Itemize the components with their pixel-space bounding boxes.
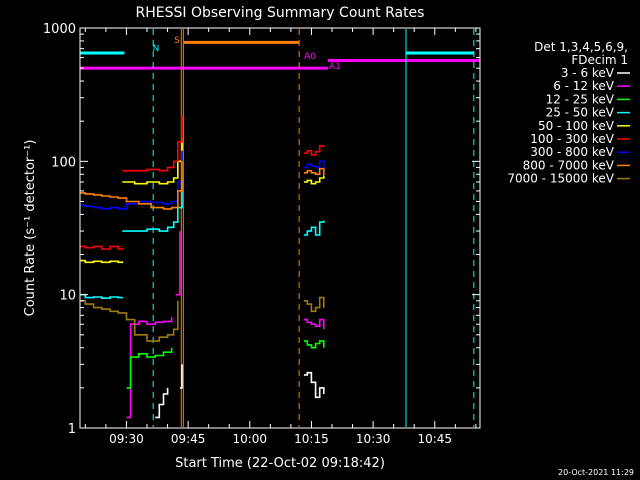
x-axis-label: Start Time (22-Oct-02 09:18:42): [175, 456, 385, 471]
legend-label: 300 - 800 keV: [530, 145, 614, 159]
y-tick-label: 1000: [43, 22, 76, 37]
state-label-s: S: [174, 36, 180, 46]
legend-label: 7000 - 15000 keV: [507, 172, 614, 186]
legend-label: 100 - 300 keV: [530, 132, 614, 146]
x-tick-label: 10:00: [232, 432, 267, 446]
series-6-12-kev: [303, 318, 325, 330]
legend-label: 800 - 7000 keV: [523, 158, 615, 172]
axes: 09:30 09:45 10:00 10:15 10:30 10:45 1 10 100 1000: [43, 22, 480, 446]
legend-label: 12 - 25 keV: [546, 92, 615, 106]
series-50-100-kev: [122, 137, 183, 185]
series-7000-15000-kev: [80, 300, 179, 342]
series-800-7000-kev: [80, 161, 183, 210]
state-label-a0: A0: [304, 52, 316, 62]
chart-title: RHESSI Observing Summary Count Rates: [136, 5, 425, 21]
x-tick-label: 09:45: [171, 432, 206, 446]
series-25-50-kev: [122, 174, 183, 232]
plot-frame: [79, 27, 481, 429]
series-6-12-kev: [126, 317, 173, 419]
x-tick-label: 10:15: [294, 432, 329, 446]
x-tick-label: 10:30: [356, 432, 391, 446]
legend-label: 3 - 6 keV: [561, 66, 615, 80]
state-label-n: N: [153, 44, 160, 54]
series-100-300-kev: [122, 115, 183, 172]
data-series: [80, 115, 325, 419]
series-50-100-kev: [303, 175, 325, 185]
series-300-800-kev: [303, 160, 325, 169]
timestamp-label: 20-Oct-2021 11:29: [558, 468, 634, 477]
series-7000-15000-kev: [303, 296, 325, 313]
legend-label: 50 - 100 keV: [538, 119, 615, 133]
series-25-50-kev: [303, 220, 325, 236]
time-markers: [79, 29, 475, 427]
series-6-12-kev: [175, 231, 181, 296]
series-12-25-kev: [303, 340, 325, 349]
legend-header: FDecim 1: [571, 53, 628, 67]
state-bars: N S A0 A1: [80, 36, 480, 72]
series-12-25-kev: [126, 347, 173, 389]
series-800-7000-kev: [303, 167, 325, 176]
series-100-300-kev: [80, 245, 124, 250]
legend-label: 6 - 12 keV: [553, 79, 615, 93]
series-3-6-kev: [303, 371, 325, 399]
series-100-300-kev: [303, 145, 325, 156]
x-tick-label: 09:30: [109, 432, 144, 446]
series-3-6-kev: [155, 387, 169, 419]
x-tick-label: 10:45: [417, 432, 452, 446]
legend-label: 25 - 50 keV: [546, 106, 615, 120]
y-tick-label: 100: [51, 155, 76, 170]
series-3-6-kev: [179, 364, 183, 389]
series-25-50-kev: [80, 293, 124, 299]
legend-header: Det 1,3,4,5,6,9,: [534, 40, 628, 54]
y-tick-label: 1: [68, 422, 76, 437]
y-axis-label: Count Rate (s⁻¹ detector⁻¹): [23, 140, 38, 317]
state-label-a1: A1: [329, 62, 341, 72]
series-300-800-kev: [80, 150, 183, 210]
series-50-100-kev: [80, 259, 124, 264]
y-tick-label: 10: [59, 289, 76, 304]
